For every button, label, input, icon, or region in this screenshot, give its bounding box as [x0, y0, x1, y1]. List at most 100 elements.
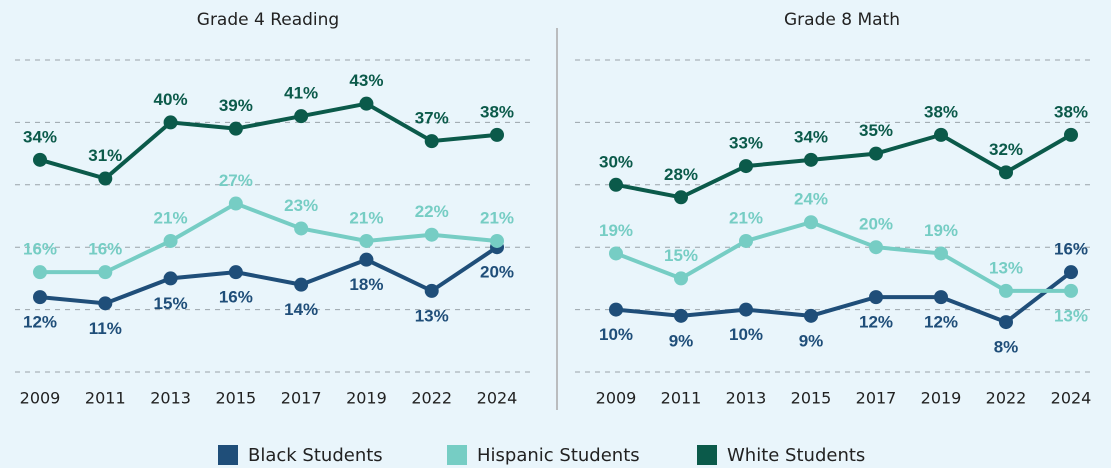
point [424, 134, 439, 149]
x-tick-label: 2019 [921, 389, 962, 408]
x-tick-label: 2013 [726, 389, 767, 408]
data-label: 31% [88, 146, 122, 165]
point [999, 283, 1013, 298]
point [674, 308, 688, 323]
point [294, 277, 309, 292]
point [490, 127, 504, 142]
data-label: 23% [284, 196, 318, 215]
data-label: 13% [415, 306, 449, 325]
data-label: 24% [794, 190, 828, 209]
point [359, 233, 374, 248]
point [869, 290, 883, 305]
point [739, 233, 753, 248]
point [294, 109, 309, 124]
x-tick-label: 2015 [791, 389, 832, 408]
point [490, 233, 504, 248]
point [294, 221, 309, 236]
point [804, 215, 818, 230]
legend-swatch [447, 445, 467, 465]
data-label: 20% [859, 215, 893, 234]
series-line: White Students [615, 132, 1072, 200]
data-label: 13% [1054, 306, 1088, 325]
point [804, 308, 818, 323]
legend-label: Hispanic Students [477, 445, 640, 466]
data-label: 8% [994, 338, 1019, 357]
point [359, 252, 374, 267]
data-label: 38% [1054, 102, 1088, 121]
data-label: 14% [284, 300, 318, 319]
legend-swatch [218, 445, 238, 465]
chart-title: Grade 4 Reading [197, 10, 339, 30]
point [609, 302, 623, 317]
x-tick-label: 2022 [411, 389, 452, 408]
point [674, 271, 688, 286]
data-label: 12% [859, 313, 893, 332]
point [228, 265, 243, 280]
point [1064, 265, 1078, 280]
point [869, 146, 883, 161]
data-label: 10% [729, 325, 763, 344]
data-label: 33% [729, 134, 763, 153]
point [934, 127, 948, 142]
data-label: 32% [989, 140, 1023, 159]
data-label: 40% [154, 90, 188, 109]
point [163, 115, 178, 130]
x-tick-label: 2011 [661, 389, 702, 408]
x-tick-label: 2015 [215, 389, 256, 408]
point [33, 152, 47, 167]
data-label: 13% [989, 258, 1023, 277]
point [869, 240, 883, 255]
x-tick-label: 2011 [85, 389, 126, 408]
data-label: 34% [794, 127, 828, 146]
data-label: 19% [924, 221, 958, 240]
data-label: 41% [284, 84, 318, 103]
point [609, 246, 623, 261]
series-line [39, 101, 498, 181]
x-tick-label: 2017 [281, 389, 322, 408]
data-label: 27% [219, 171, 253, 190]
point [1064, 283, 1078, 298]
x-tick-label: 2013 [150, 389, 191, 408]
data-label: 12% [924, 313, 958, 332]
data-label: 34% [23, 127, 57, 146]
point [804, 152, 818, 167]
data-label: 21% [349, 208, 383, 227]
data-label: 38% [480, 102, 514, 121]
legend-label: Black Students [248, 445, 383, 466]
point [163, 233, 178, 248]
point [424, 283, 439, 298]
point [999, 165, 1013, 180]
legend-swatch [697, 445, 717, 465]
point [163, 271, 178, 286]
data-label: 22% [415, 202, 449, 221]
point [934, 246, 948, 261]
point [33, 265, 47, 280]
point [359, 96, 374, 111]
data-label: 21% [480, 208, 514, 227]
data-label: 19% [599, 221, 633, 240]
point [33, 290, 47, 305]
data-label: 15% [154, 294, 188, 313]
point [934, 290, 948, 305]
x-tick-label: 2024 [1051, 389, 1092, 408]
data-label: 16% [88, 240, 122, 259]
series-line [40, 201, 498, 275]
x-tick-label: 2017 [856, 389, 897, 408]
data-label: 43% [349, 71, 383, 90]
data-label: 18% [349, 275, 383, 294]
data-label: 30% [599, 152, 633, 171]
data-label: 38% [924, 102, 958, 121]
point [424, 227, 439, 242]
point [98, 265, 113, 280]
point [1064, 127, 1078, 142]
legend-label: White Students [727, 445, 865, 466]
data-label: 10% [599, 325, 633, 344]
data-label: 16% [23, 240, 57, 259]
data-label: 9% [799, 331, 824, 350]
x-tick-label: 2009 [596, 389, 637, 408]
point [999, 315, 1013, 330]
point [739, 302, 753, 317]
data-label: 28% [664, 165, 698, 184]
point [228, 121, 243, 136]
